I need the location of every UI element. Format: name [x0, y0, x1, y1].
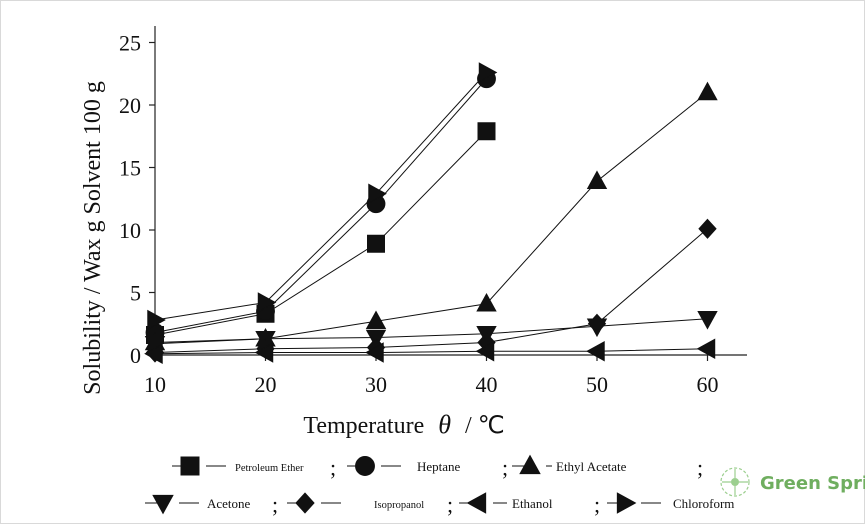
- y-tick-label: 0: [130, 343, 141, 368]
- legend-separator: ;: [502, 455, 508, 480]
- x-tick-label: 50: [586, 372, 608, 397]
- legend-marker: [295, 492, 315, 514]
- series-layer: [144, 62, 718, 364]
- x-axis-title-symbol: θ: [438, 410, 451, 439]
- series-line: [154, 72, 487, 321]
- legend-item: Petroleum Ether: [172, 456, 304, 476]
- x-axis-title-prefix: Temperature: [303, 413, 424, 439]
- x-tick-label: 60: [697, 372, 719, 397]
- y-tick-label: 10: [119, 218, 141, 243]
- series-line: [154, 228, 708, 353]
- legend-separator: ;: [447, 492, 453, 517]
- series-chloroform: [147, 62, 498, 331]
- x-tick-label: 10: [144, 372, 166, 397]
- legend-separator: ;: [272, 492, 278, 517]
- legend-label: Ethanol: [512, 496, 553, 511]
- x-axis-title: Temperature θ / ℃: [303, 410, 504, 439]
- legend-separator: ;: [330, 455, 336, 480]
- series-line: [154, 78, 487, 333]
- data-point: [586, 341, 605, 362]
- data-point: [475, 341, 495, 362]
- legend-marker: [519, 454, 541, 475]
- data-point: [478, 62, 498, 83]
- green-spring-logo-icon: [720, 467, 750, 497]
- legend-marker: [466, 492, 487, 514]
- x-tick-label: 30: [365, 372, 387, 397]
- legend-label: Petroleum Ether: [235, 463, 304, 474]
- legend-label: Isopropanol: [374, 500, 424, 511]
- legend-separator: ;: [697, 455, 703, 480]
- x-tick-label: 40: [476, 372, 498, 397]
- legend-label: Acetone: [207, 496, 251, 511]
- legend-marker: [180, 456, 200, 476]
- legend: Petroleum Ether Heptane Ethyl Acetate Aceto…: [145, 454, 734, 517]
- data-point: [254, 342, 274, 363]
- data-point: [367, 234, 385, 253]
- legend-item: Isopropanol: [287, 492, 424, 514]
- y-tick-label: 15: [119, 156, 141, 181]
- data-point: [698, 218, 717, 239]
- data-point: [144, 343, 163, 364]
- legend-separator: ;: [594, 492, 600, 517]
- data-point: [365, 342, 384, 363]
- series-line: [154, 92, 708, 343]
- y-axis-title: Solubility / Wax g Solvent 100 g: [80, 81, 106, 395]
- data-point: [696, 338, 716, 359]
- axes: 10 20 30 40 50 60 0 5 10 15 20 25: [119, 26, 747, 397]
- data-point: [365, 310, 387, 329]
- watermark-text: Green Spring: [760, 473, 865, 494]
- legend-label: Heptane: [417, 459, 461, 474]
- y-tick-label: 5: [130, 281, 141, 306]
- legend-label: Chloroform: [673, 496, 734, 511]
- legend-item: Chloroform: [607, 492, 734, 514]
- x-axis-title-unit: / ℃: [465, 413, 505, 439]
- x-tick-label: 20: [255, 372, 277, 397]
- series-line: [154, 130, 487, 336]
- legend-item: Acetone: [145, 494, 251, 515]
- data-point: [587, 313, 607, 334]
- series-ethanol: [144, 338, 716, 364]
- series-line: [154, 348, 708, 355]
- y-tick-label: 25: [119, 31, 141, 56]
- data-point: [368, 183, 387, 204]
- legend-item: Ethanol: [459, 492, 553, 514]
- data-point: [697, 81, 718, 101]
- data-point: [477, 122, 496, 141]
- legend-marker: [355, 456, 375, 476]
- data-point: [697, 311, 718, 330]
- legend-label: Ethyl Acetate: [556, 459, 627, 474]
- data-point: [257, 292, 277, 313]
- watermark: Green Spring: [720, 467, 865, 497]
- legend-marker: [616, 492, 637, 514]
- legend-item: Ethyl Acetate: [512, 454, 627, 475]
- legend-item: Heptane: [347, 456, 461, 476]
- series-heptane: [145, 69, 496, 342]
- data-point: [586, 170, 608, 189]
- series-ethyl-acetate: [144, 81, 718, 351]
- data-point: [476, 292, 497, 312]
- y-tick-label: 20: [119, 93, 141, 118]
- legend-marker: [152, 494, 174, 515]
- data-point: [147, 309, 166, 331]
- series-line: [154, 318, 708, 345]
